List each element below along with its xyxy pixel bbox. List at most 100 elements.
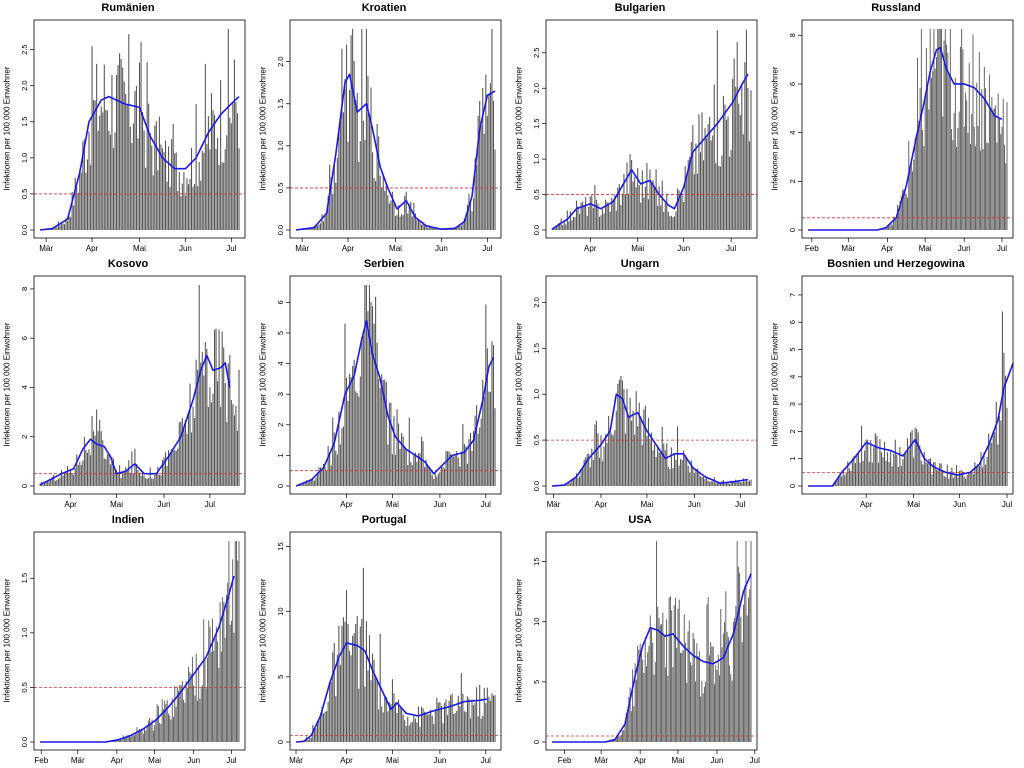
bar xyxy=(158,116,160,230)
bar xyxy=(181,418,183,486)
bar xyxy=(951,129,953,230)
bar xyxy=(597,203,599,230)
bar xyxy=(316,720,318,742)
bar xyxy=(217,138,219,230)
bar xyxy=(870,440,872,486)
bar xyxy=(200,362,202,486)
bar xyxy=(103,64,105,231)
bar xyxy=(476,164,478,230)
bar xyxy=(304,740,306,742)
bar xyxy=(143,130,145,230)
bar xyxy=(715,665,717,742)
bar xyxy=(118,740,120,742)
bar xyxy=(70,217,72,230)
bar xyxy=(707,124,709,230)
bar xyxy=(966,100,968,230)
trend-line xyxy=(552,573,752,743)
bar xyxy=(358,688,360,742)
bar xyxy=(338,411,340,486)
bar xyxy=(457,695,459,742)
bar xyxy=(170,719,172,742)
bar xyxy=(659,625,661,742)
bar xyxy=(482,715,484,742)
bar xyxy=(562,225,564,230)
bar xyxy=(647,417,649,486)
bar xyxy=(160,475,162,486)
bar xyxy=(238,148,240,230)
bar xyxy=(381,374,383,486)
bar xyxy=(477,433,479,486)
bar xyxy=(629,687,631,742)
chart-panel-10: USA Infektionen per 100 000 Einwohner 0 5 10… xyxy=(512,512,768,768)
bar xyxy=(939,29,941,231)
bar xyxy=(609,211,611,230)
bar xyxy=(56,227,58,230)
bar xyxy=(466,696,468,742)
bar xyxy=(210,402,212,486)
bar xyxy=(463,218,465,230)
bar xyxy=(210,93,212,230)
bar xyxy=(318,224,320,230)
bar xyxy=(427,714,429,742)
plot-frame xyxy=(545,19,758,239)
bar xyxy=(453,456,455,486)
bar xyxy=(456,228,458,230)
plot-frame xyxy=(801,275,1014,495)
bar xyxy=(347,624,349,742)
bar xyxy=(637,167,639,230)
bar xyxy=(873,447,875,486)
bar xyxy=(184,195,186,230)
bar xyxy=(420,436,423,486)
bar xyxy=(647,199,649,230)
bar xyxy=(307,228,309,230)
bar xyxy=(595,420,597,486)
bar xyxy=(716,482,718,486)
bar xyxy=(879,439,881,486)
bar xyxy=(48,481,50,486)
bar xyxy=(65,471,67,486)
bar xyxy=(842,470,844,486)
bar xyxy=(401,432,403,486)
bar xyxy=(138,472,141,486)
bar xyxy=(352,365,354,486)
bar xyxy=(174,153,176,230)
bar xyxy=(750,90,752,230)
bar xyxy=(174,686,176,742)
bar xyxy=(732,481,734,486)
bar xyxy=(385,697,387,742)
bar xyxy=(572,216,574,230)
bar xyxy=(676,426,679,486)
chart-panel-8: Indien Infektionen per 100 000 Einwohner 0… xyxy=(0,512,256,768)
bar xyxy=(621,380,623,486)
bar xyxy=(405,448,407,486)
bar xyxy=(639,643,641,742)
bar xyxy=(701,680,703,742)
bar xyxy=(588,453,590,486)
x-tick-label: Mai xyxy=(631,244,644,253)
bar xyxy=(459,706,461,742)
bar xyxy=(941,29,942,231)
bar xyxy=(726,631,728,742)
bar xyxy=(688,620,690,742)
bar xyxy=(358,396,360,486)
y-tick-label: 0 xyxy=(532,740,541,744)
bar xyxy=(905,194,907,230)
bar xyxy=(217,641,219,742)
bar xyxy=(557,223,559,230)
bar xyxy=(359,376,361,486)
x-tick-label: Jun xyxy=(433,756,446,765)
y-tick-label: 3 xyxy=(788,402,797,406)
x-tick-label: Mai xyxy=(386,500,399,509)
bar xyxy=(324,466,326,486)
bar xyxy=(154,125,156,230)
y-tick-label: 0 xyxy=(788,228,797,232)
bar xyxy=(661,426,663,486)
bar xyxy=(203,152,205,230)
bar xyxy=(750,541,752,742)
bar xyxy=(217,381,219,486)
bar xyxy=(990,107,992,230)
bar xyxy=(465,712,467,742)
trend-line xyxy=(551,73,749,230)
bar xyxy=(730,674,732,742)
bar xyxy=(703,476,705,486)
